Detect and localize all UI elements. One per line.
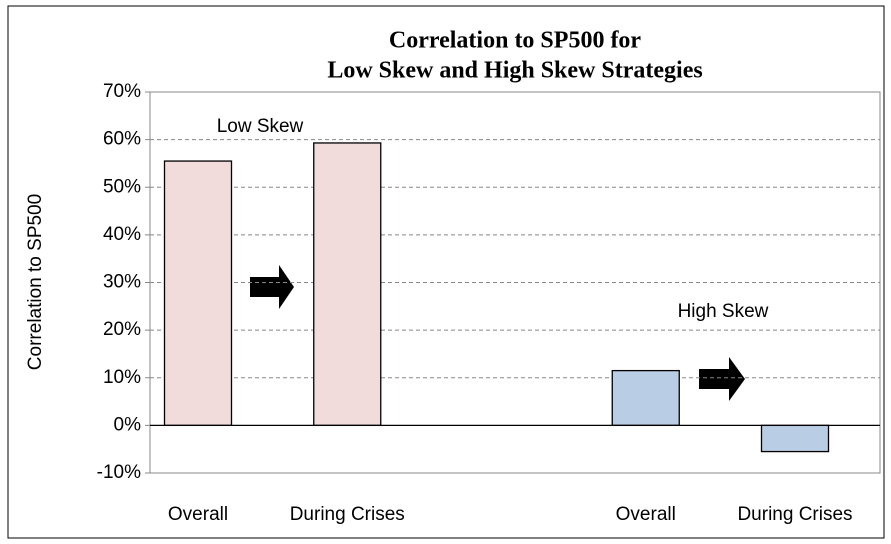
y-tick-label: 60% — [103, 129, 141, 150]
bar — [611, 369, 680, 427]
y-tick-label: 50% — [103, 176, 141, 197]
y-tick-label: 20% — [103, 319, 141, 340]
chart-title: Correlation to SP500 for — [389, 28, 642, 54]
x-tick-label: Overall — [616, 504, 676, 525]
chart-title: Low Skew and High Skew Strategies — [327, 58, 702, 84]
y-tick-label: 70% — [103, 81, 141, 102]
arrow — [699, 357, 745, 401]
x-tick-label: During Crises — [737, 504, 852, 525]
y-tick-label: 10% — [103, 367, 141, 388]
x-tick-label: Overall — [168, 504, 228, 525]
chart-frame — [7, 5, 885, 539]
annotation: High Skew — [678, 301, 769, 322]
y-tick-label: 40% — [103, 224, 141, 245]
bar — [313, 142, 382, 427]
bar — [163, 160, 233, 427]
bar — [760, 424, 830, 453]
y-tick-label: -10% — [97, 462, 141, 483]
y-axis-label: Correlation to SP500 — [25, 194, 46, 370]
y-tick-label: 0% — [114, 414, 142, 435]
arrow — [250, 265, 294, 309]
annotation: Low Skew — [217, 116, 304, 137]
x-tick-label: During Crises — [290, 504, 405, 525]
y-tick-label: 30% — [103, 272, 141, 293]
